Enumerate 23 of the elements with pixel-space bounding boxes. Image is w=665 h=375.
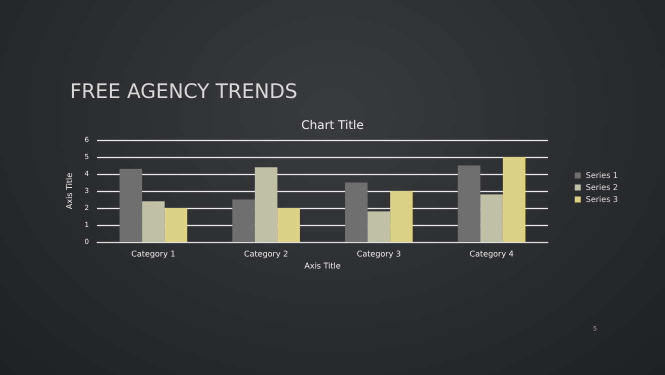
bar	[254, 167, 278, 242]
bar	[458, 166, 480, 242]
bar	[502, 157, 526, 242]
bar	[277, 208, 300, 242]
x-tick-label: Category 4	[470, 250, 514, 258]
chart-subtitle: Chart Title	[301, 118, 364, 132]
bar	[232, 200, 255, 242]
bar	[120, 168, 142, 242]
legend-label: Series 1	[586, 171, 618, 180]
x-tick-label: Category 1	[131, 250, 176, 258]
bar	[368, 211, 390, 242]
bar	[164, 208, 188, 242]
legend-label: Series 3	[586, 195, 618, 204]
chart-title: FREE AGENCY TRENDS	[70, 79, 298, 103]
x-axis-title: Axis Title	[304, 262, 341, 270]
bar	[390, 191, 413, 242]
x-tick-label: Category 2	[244, 250, 288, 258]
legend-label: Series 2	[586, 183, 618, 192]
bar	[142, 201, 165, 242]
bar	[480, 194, 503, 242]
bar	[345, 182, 368, 242]
y-axis-title: Axis Title	[65, 172, 74, 210]
x-tick-label: Category 3	[356, 250, 401, 258]
